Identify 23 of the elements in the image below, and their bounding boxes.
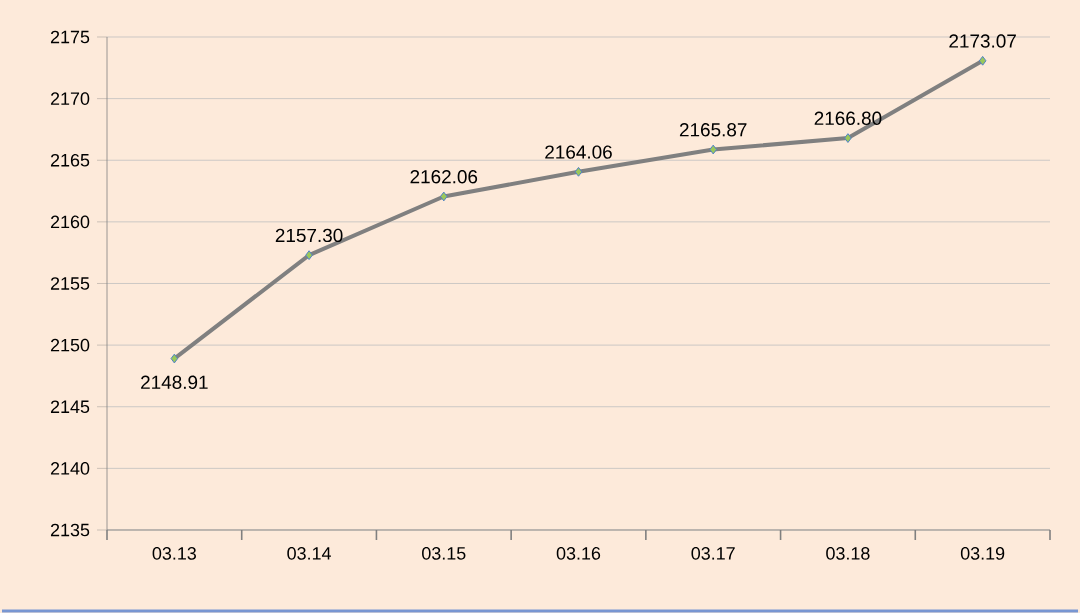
x-tick-label: 03.15 [422,547,466,560]
y-tick-label: 2175 [50,30,90,44]
data-label: 2164.06 [545,145,612,159]
x-tick-label: 03.13 [152,547,196,560]
data-label: 2157.30 [275,228,343,243]
x-tick-label: 03.14 [287,547,331,560]
x-tick-label: 03.16 [556,547,601,560]
y-tick-label: 2140 [50,462,90,475]
x-tick-label: 03.18 [826,547,870,560]
y-tick-label: 2135 [50,523,90,537]
y-tick-label: 2150 [50,338,90,352]
data-label: 2166.80 [814,111,882,126]
y-tick-label: 2165 [50,153,90,167]
x-tick-label: 03.19 [960,547,1005,560]
data-label: 2148.91 [141,375,208,389]
y-tick-label: 2170 [50,92,90,105]
y-tick-label: 2145 [50,400,90,414]
data-label: 2165.87 [679,123,747,137]
y-tick-label: 2160 [50,215,90,229]
data-label: 2162.06 [410,170,478,184]
data-label: 2173.07 [949,34,1016,48]
y-tick-label: 2155 [50,277,90,290]
x-tick-label: 03.17 [691,547,735,560]
